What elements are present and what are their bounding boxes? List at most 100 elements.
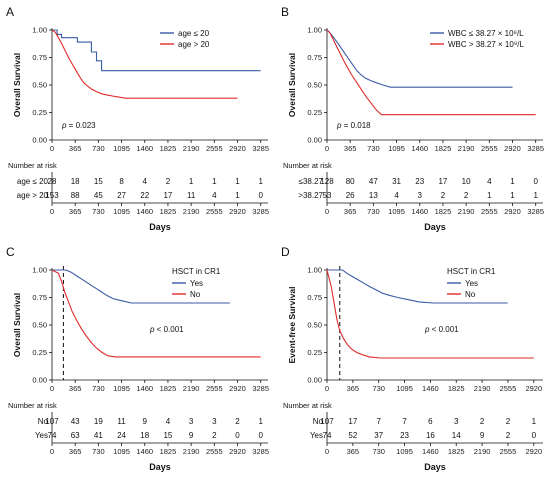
x-tick-label: 1460 xyxy=(136,144,153,153)
risk-x-tick-label: 2920 xyxy=(504,207,521,216)
y-tick-label: 0.00 xyxy=(307,136,322,145)
x-tick-label: 1825 xyxy=(448,384,465,393)
x-axis-label: Days xyxy=(424,462,446,472)
x-axis-label: Days xyxy=(149,462,171,472)
risk-cell: 1 xyxy=(510,177,515,186)
x-tick-label: 365 xyxy=(347,384,360,393)
risk-x-tick-label: 2920 xyxy=(229,447,246,456)
risk-x-tick-label: 1825 xyxy=(448,447,465,456)
risk-cell: 17 xyxy=(163,191,172,200)
x-tick-label: 2555 xyxy=(481,144,498,153)
y-tick-label: 0.75 xyxy=(307,53,322,62)
y-axis-label: Overall Survival xyxy=(287,53,297,117)
risk-x-tick-label: 2555 xyxy=(206,207,223,216)
legend-entry: Yes xyxy=(190,279,203,288)
risk-x-tick-label: 730 xyxy=(92,447,105,456)
risk-cell: 63 xyxy=(71,431,80,440)
risk-cell: 24 xyxy=(117,431,126,440)
risk-cell: 37 xyxy=(374,431,383,440)
risk-x-tick-label: 1460 xyxy=(422,447,439,456)
risk-cell: 15 xyxy=(94,177,103,186)
risk-cell: 9 xyxy=(189,431,194,440)
risk-x-tick-label: 1460 xyxy=(136,207,153,216)
y-tick-label: 0.50 xyxy=(32,321,47,330)
y-axis-label: Event-free Survival xyxy=(287,286,297,363)
risk-cell: 3 xyxy=(454,417,459,426)
x-axis-label: Days xyxy=(149,222,171,232)
risk-cell: 2 xyxy=(506,417,511,426)
y-tick-label: 1.00 xyxy=(32,26,47,35)
risk-cell: 9 xyxy=(480,431,485,440)
panel-label: A xyxy=(6,5,14,19)
risk-row-label: ≤38.27 xyxy=(299,177,324,186)
risk-cell: 27 xyxy=(117,191,126,200)
x-tick-label: 2190 xyxy=(183,144,200,153)
risk-cell: 52 xyxy=(348,431,357,440)
panel-d: D Event-free Survival 0.00 0.25 0.50 0.75 1.00… xyxy=(275,240,550,480)
risk-x-tick-label: 0 xyxy=(50,207,54,216)
risk-cell: 2 xyxy=(480,417,485,426)
panel-a: A Overall Survival 0.00 0.25 0.50 0.75 1.00 0 36… xyxy=(0,0,275,240)
risk-cell: 26 xyxy=(346,191,355,200)
risk-x-tick-label: 1825 xyxy=(160,207,177,216)
risk-x-tick-label: 3285 xyxy=(252,447,269,456)
risk-x-tick-label: 2190 xyxy=(183,207,200,216)
x-tick-label: 0 xyxy=(325,144,329,153)
risk-x-tick-label: 1460 xyxy=(136,447,153,456)
x-tick-label: 2190 xyxy=(458,144,475,153)
p-value: p < 0.001 xyxy=(149,325,184,334)
risk-cell: 1 xyxy=(258,177,263,186)
x-tick-label: 2190 xyxy=(183,384,200,393)
risk-cell: 0 xyxy=(258,191,263,200)
risk-cell: 13 xyxy=(369,191,378,200)
risk-cell: 1 xyxy=(258,417,263,426)
legend-entry: No xyxy=(190,290,201,299)
risk-cell: 2 xyxy=(235,417,240,426)
risk-cell: 41 xyxy=(94,431,103,440)
risk-row-label: age ≤ 20 xyxy=(17,177,49,186)
risk-x-tick-label: 1460 xyxy=(411,207,428,216)
x-tick-label: 1825 xyxy=(160,144,177,153)
legend-entry: No xyxy=(465,290,476,299)
risk-row-label: >38.27 xyxy=(298,191,323,200)
risk-cell: 16 xyxy=(426,431,435,440)
risk-cell: 17 xyxy=(348,417,357,426)
panel-label: C xyxy=(6,245,15,259)
x-tick-label: 0 xyxy=(50,144,54,153)
risk-cell: 0 xyxy=(235,431,240,440)
x-tick-label: 730 xyxy=(367,144,380,153)
risk-x-tick-label: 2555 xyxy=(500,447,517,456)
risk-x-tick-label: 730 xyxy=(92,207,105,216)
risk-x-tick-label: 1095 xyxy=(113,447,130,456)
x-tick-label: 0 xyxy=(325,384,329,393)
risk-cell: 19 xyxy=(94,417,103,426)
y-tick-label: 1.00 xyxy=(307,26,322,35)
x-tick-label: 2190 xyxy=(474,384,491,393)
risk-table-title: Number at risk xyxy=(283,161,332,170)
series-line-1 xyxy=(52,29,261,72)
x-tick-label: 3285 xyxy=(252,384,269,393)
risk-cell: 22 xyxy=(140,191,149,200)
series-line-2 xyxy=(326,29,536,116)
y-tick-label: 0.00 xyxy=(307,376,322,385)
risk-cell: 3 xyxy=(212,417,217,426)
legend-entry: WBC ≤ 38.27 × 10⁹/L xyxy=(448,29,524,38)
risk-row-label: Yes xyxy=(310,431,323,440)
x-tick-label: 3285 xyxy=(252,144,269,153)
panel-label: D xyxy=(281,245,290,259)
x-tick-label: 365 xyxy=(69,144,82,153)
x-tick-label: 1460 xyxy=(411,144,428,153)
x-tick-label: 2920 xyxy=(229,384,246,393)
risk-row-label: No xyxy=(313,417,324,426)
risk-cell: 23 xyxy=(400,431,409,440)
risk-x-tick-label: 2190 xyxy=(183,447,200,456)
risk-cell: 17 xyxy=(438,177,447,186)
x-tick-label: 730 xyxy=(372,384,385,393)
risk-cell: 18 xyxy=(71,177,80,186)
risk-cell: 9 xyxy=(143,417,148,426)
risk-row-label: No xyxy=(38,417,49,426)
y-tick-label: 0.50 xyxy=(307,321,322,330)
risk-cell: 1 xyxy=(532,417,537,426)
risk-cell: 2 xyxy=(166,177,171,186)
legend-entry: WBC > 38.27 × 10⁹/L xyxy=(448,40,524,49)
